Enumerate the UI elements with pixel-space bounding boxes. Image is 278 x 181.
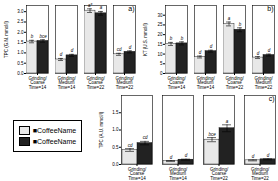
svg-text:cd: cd [143, 135, 148, 140]
svg-text:Grinding/MediumTime=14: Grinding/MediumTime=14 [169, 167, 188, 181]
svg-text:2.0: 2.0 [17, 30, 24, 35]
svg-text:b: b [239, 22, 242, 27]
svg-text:cd: cd [128, 143, 133, 148]
svg-text:0.5: 0.5 [112, 145, 119, 150]
svg-text:d: d [252, 154, 255, 159]
svg-text:Grinding/CoarseTime=22: Grinding/CoarseTime=22 [210, 167, 229, 181]
svg-text:d: d [210, 44, 213, 49]
svg-text:2.5: 2.5 [17, 19, 24, 24]
svg-text:Grinding/MediumTime=14: Grinding/MediumTime=14 [57, 76, 76, 90]
svg-text:Grinding/MediumTime=22: Grinding/MediumTime=22 [115, 76, 134, 90]
svg-text:20: 20 [157, 32, 163, 37]
svg-text:bce: bce [39, 34, 47, 39]
svg-text:Grinding/MediumTime=22: Grinding/MediumTime=22 [251, 167, 270, 181]
svg-text:d: d [129, 45, 132, 50]
svg-text:1.0: 1.0 [17, 50, 24, 55]
svg-text:d: d [257, 51, 260, 56]
svg-text:a): a) [128, 5, 134, 13]
svg-text:bce: bce [208, 132, 216, 137]
svg-text:TPC (G.N. mmol/l): TPC (G.N. mmol/l) [4, 21, 9, 58]
svg-text:c): c) [269, 95, 275, 103]
svg-text:1.5: 1.5 [112, 110, 119, 115]
svg-text:Grinding/CoarseTime=22: Grinding/CoarseTime=22 [225, 76, 244, 90]
svg-text:KT (U.S. mmol/l): KT (U.S. mmol/l) [143, 22, 148, 56]
svg-text:Grinding/MediumTime=14: Grinding/MediumTime=14 [196, 76, 215, 90]
svg-text:0: 0 [160, 71, 163, 76]
html-text:■CoffeeName: ■CoffeeName [32, 137, 77, 145]
svg-text:a: a [228, 16, 231, 21]
svg-text:d: d [170, 155, 173, 160]
svg-text:cd: cd [117, 47, 122, 52]
svg-text:b: b [170, 36, 173, 41]
svg-text:a: a [226, 119, 229, 124]
svg-text:Grinding/CoarseTime=14: Grinding/CoarseTime=14 [28, 76, 47, 90]
svg-text:Grinding/CoarseTime=14: Grinding/CoarseTime=14 [128, 167, 147, 181]
svg-text:1.5: 1.5 [17, 40, 24, 45]
svg-text:0.5: 0.5 [17, 61, 24, 66]
svg-text:b: b [181, 36, 184, 41]
svg-text:TPC (A.U. mmol/l): TPC (A.U. mmol/l) [99, 111, 104, 148]
svg-text:5: 5 [160, 61, 163, 66]
svg-text:3.0: 3.0 [17, 9, 24, 14]
svg-text:b): b) [267, 5, 273, 13]
svg-text:Grinding/CoarseTime=22: Grinding/CoarseTime=22 [86, 76, 105, 90]
svg-text:15: 15 [157, 42, 163, 47]
svg-text:d: d [60, 52, 63, 57]
svg-text:d: d [71, 48, 74, 53]
svg-text:a: a [100, 5, 103, 10]
svg-text:b: b [31, 34, 34, 39]
svg-text:30: 30 [157, 13, 163, 18]
svg-text:25: 25 [157, 22, 163, 27]
svg-text:0.0: 0.0 [112, 162, 119, 167]
svg-text:d: d [199, 50, 202, 55]
html-text:■CoffeeName: ■CoffeeName [32, 126, 77, 134]
svg-text:0.0: 0.0 [17, 71, 24, 76]
svg-text:10: 10 [157, 52, 163, 57]
svg-text:1.0: 1.0 [112, 127, 119, 132]
svg-text:a*: a* [88, 3, 93, 8]
svg-text:Grinding/MediumTime=22: Grinding/MediumTime=22 [254, 76, 273, 90]
svg-text:Grinding/CoarseTime=14: Grinding/CoarseTime=14 [167, 76, 186, 90]
svg-text:d: d [267, 153, 270, 158]
svg-text:d: d [185, 153, 188, 158]
svg-text:d: d [268, 48, 271, 53]
